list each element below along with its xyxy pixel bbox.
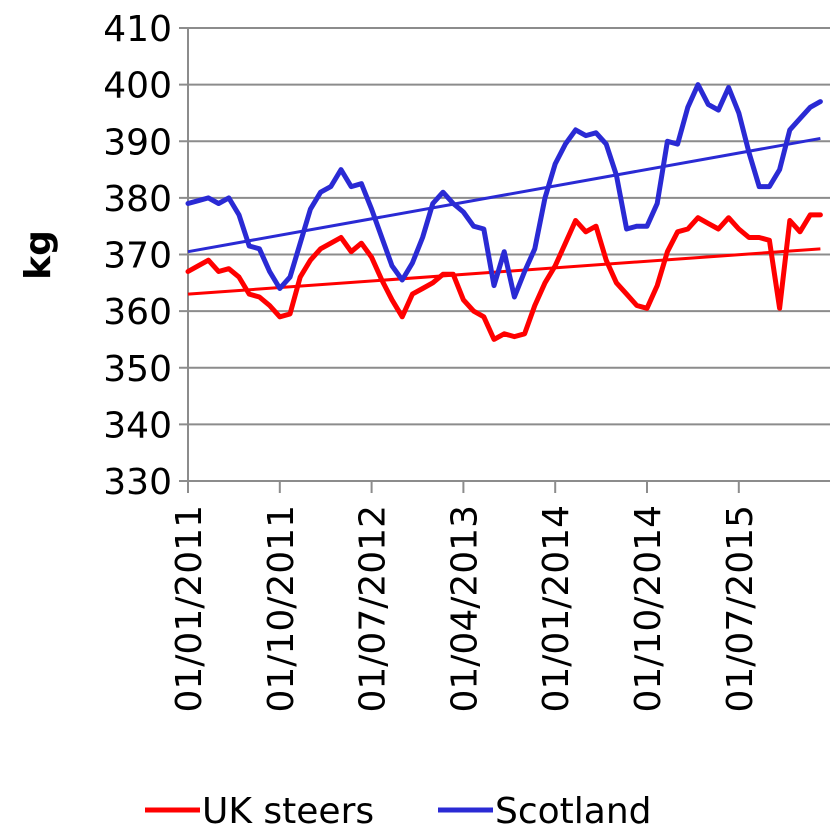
x-tick-label: 01/01/2014 (536, 505, 577, 713)
y-tick-label: 390 (103, 122, 172, 163)
x-tick-label: 01/04/2013 (444, 505, 485, 713)
x-tick-label: 01/07/2012 (353, 505, 394, 713)
y-tick-label: 350 (103, 349, 172, 390)
y-tick-label: 380 (103, 179, 172, 220)
y-axis-title: kg (18, 230, 59, 280)
x-tick-label: 01/10/2011 (261, 505, 302, 713)
series-line (185, 82, 823, 300)
x-tick-label: 01/07/2015 (720, 505, 761, 713)
y-tick-label: 360 (103, 292, 172, 333)
y-tick-label: 330 (103, 462, 172, 503)
series-lines (185, 82, 823, 342)
y-tick-label: 340 (103, 405, 172, 446)
x-tick-label: 01/10/2014 (628, 505, 669, 713)
trendline (187, 136, 821, 254)
legend: UK steers Scotland (145, 791, 652, 832)
y-axis: 330 340 350 360 370 380 390 400 410 (103, 9, 189, 503)
y-tick-label: 400 (103, 66, 172, 107)
x-tick-label: 01/01/2011 (169, 505, 210, 713)
y-tick-label: 370 (103, 236, 172, 277)
legend-label: Scotland (495, 791, 652, 832)
y-tick-label: 410 (103, 9, 172, 50)
x-axis: 01/01/2011 01/10/2011 01/07/2012 01/04/2013… (169, 481, 761, 713)
series-line (185, 212, 823, 342)
trendline (187, 247, 821, 296)
trendlines (187, 136, 821, 296)
legend-label: UK steers (202, 791, 374, 832)
